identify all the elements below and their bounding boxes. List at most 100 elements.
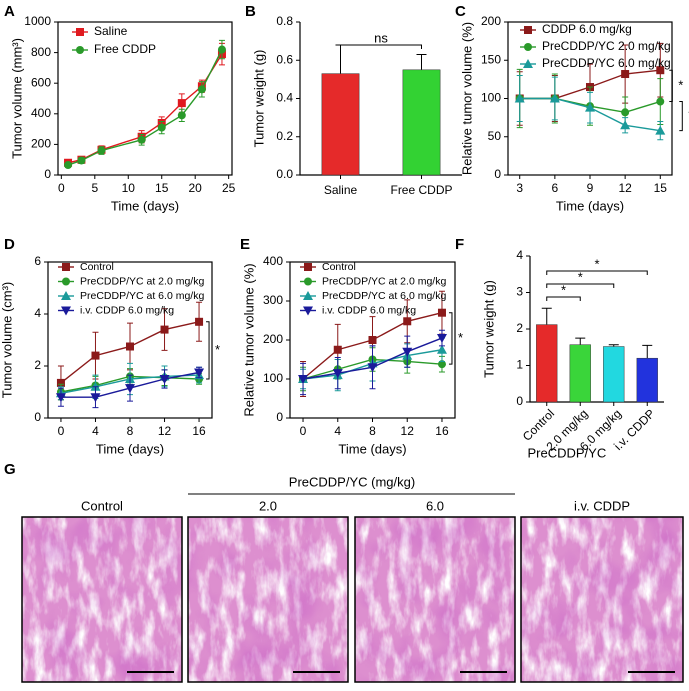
marker xyxy=(303,306,313,316)
y-tick-label: 200 xyxy=(481,14,501,28)
marker xyxy=(549,93,560,103)
bar xyxy=(402,69,441,176)
x-axis-title: PreCDDP/YC xyxy=(527,445,606,460)
y-tick-label: 0.4 xyxy=(276,91,293,105)
histology-stain xyxy=(22,517,182,682)
marker xyxy=(585,102,595,112)
marker xyxy=(159,375,170,384)
panel-label: B xyxy=(245,3,256,20)
y-tick-label: 50 xyxy=(488,129,502,143)
y-tick-label: 100 xyxy=(263,371,283,385)
marker xyxy=(656,66,665,75)
panel: E 0 100 200 300 400 Relative tumor volume (%) T… xyxy=(240,236,463,456)
marker xyxy=(437,360,446,369)
marker xyxy=(195,317,204,326)
marker xyxy=(125,384,135,394)
legend-label: Free CDDP xyxy=(94,42,156,56)
error-bar xyxy=(575,337,586,345)
image-label: Control xyxy=(81,498,123,513)
legend-label: PreCDDP/YC at 6.0 mg/kg xyxy=(322,290,446,302)
y-axis-title: Tumor weight (g) xyxy=(481,280,496,378)
y-tick-label: 2 xyxy=(516,321,523,335)
marker xyxy=(368,336,377,344)
x-tick-label: 9 xyxy=(587,181,594,195)
marker xyxy=(61,291,71,300)
marker xyxy=(436,344,447,354)
bar xyxy=(569,344,591,403)
image-frame xyxy=(21,516,183,683)
bar xyxy=(636,357,658,403)
marker xyxy=(524,26,532,34)
x-axis-title: Time (days) xyxy=(338,441,406,456)
image-frame xyxy=(520,516,684,683)
y-tick-label: 0 xyxy=(516,394,523,408)
bar xyxy=(321,73,360,176)
y-tick-label: 4 xyxy=(516,248,523,262)
x-tick-label: 16 xyxy=(192,424,206,438)
marker xyxy=(656,97,665,106)
image-label: 2.0 xyxy=(259,498,277,513)
error-bar xyxy=(608,344,619,347)
marker xyxy=(76,46,84,54)
image-frame xyxy=(187,516,349,683)
marker xyxy=(56,378,65,387)
panel: C 0 50 100 150 200 Relative tumor volume (%) Ti… xyxy=(455,3,689,213)
y-tick-label: 1 xyxy=(516,358,523,372)
y-tick-label: 3 xyxy=(516,285,523,299)
error-bar xyxy=(642,344,653,359)
panel-label: C xyxy=(455,3,466,20)
histology-stain xyxy=(521,517,683,682)
image-label: i.v. CDDP xyxy=(574,498,630,513)
marker xyxy=(403,317,412,326)
x-tick-label: 20 xyxy=(189,181,203,195)
bar xyxy=(536,324,558,403)
sig-label: * xyxy=(594,256,599,271)
y-tick-label: 400 xyxy=(263,254,283,268)
y-tick-label: 200 xyxy=(31,137,51,151)
marker xyxy=(157,123,166,132)
panel-label: G xyxy=(4,461,16,478)
marker xyxy=(620,120,631,130)
histology-stain xyxy=(188,517,348,682)
marker xyxy=(514,93,525,103)
marker xyxy=(436,334,447,344)
sig-bracket xyxy=(679,101,683,132)
marker xyxy=(194,368,205,378)
legend-label: CDDP 6.0 mg/kg xyxy=(542,22,632,36)
x-tick-label: 3 xyxy=(516,181,523,195)
x-tick-label: 4 xyxy=(92,424,99,438)
marker xyxy=(76,28,84,36)
x-tick-label: Saline xyxy=(324,183,358,197)
legend-label: PreCDDP/YC 2.0 mg/kg xyxy=(542,39,671,53)
marker xyxy=(621,108,630,117)
marker xyxy=(298,375,309,384)
y-tick-label: 0.8 xyxy=(276,14,293,28)
y-axis-title: Tumor weight (g) xyxy=(251,50,266,148)
panel-label: E xyxy=(240,236,250,253)
marker xyxy=(160,325,169,334)
y-axis-title: Relative tumor volume (%) xyxy=(459,22,474,175)
x-tick-label: 15 xyxy=(155,181,169,195)
sig-label: * xyxy=(561,282,566,297)
x-tick-label: 10 xyxy=(122,181,136,195)
sig-bracket xyxy=(546,283,615,288)
sig-bracket xyxy=(206,321,210,380)
plot-frame xyxy=(57,21,233,176)
y-axis-title: Relative tumor volume (%) xyxy=(241,263,256,416)
marker xyxy=(367,363,378,373)
marker xyxy=(523,59,533,68)
y-tick-label: 0 xyxy=(44,167,51,181)
x-axis-title: Time (days) xyxy=(111,198,179,213)
sig-label: * xyxy=(578,269,583,284)
y-tick-label: 4 xyxy=(34,306,41,320)
series-line xyxy=(67,53,223,164)
marker xyxy=(55,393,66,403)
y-tick-label: 400 xyxy=(31,106,51,120)
marker xyxy=(524,43,532,51)
marker xyxy=(177,99,186,108)
legend-label: i.v. CDDP 6.0 mg/kg xyxy=(80,304,174,316)
error-bar xyxy=(541,307,552,325)
y-tick-label: 0 xyxy=(34,410,41,424)
panel-g: G PreCDDP/YC (mg/kg) Control 2.0 6.0 i.v. C… xyxy=(4,461,684,683)
